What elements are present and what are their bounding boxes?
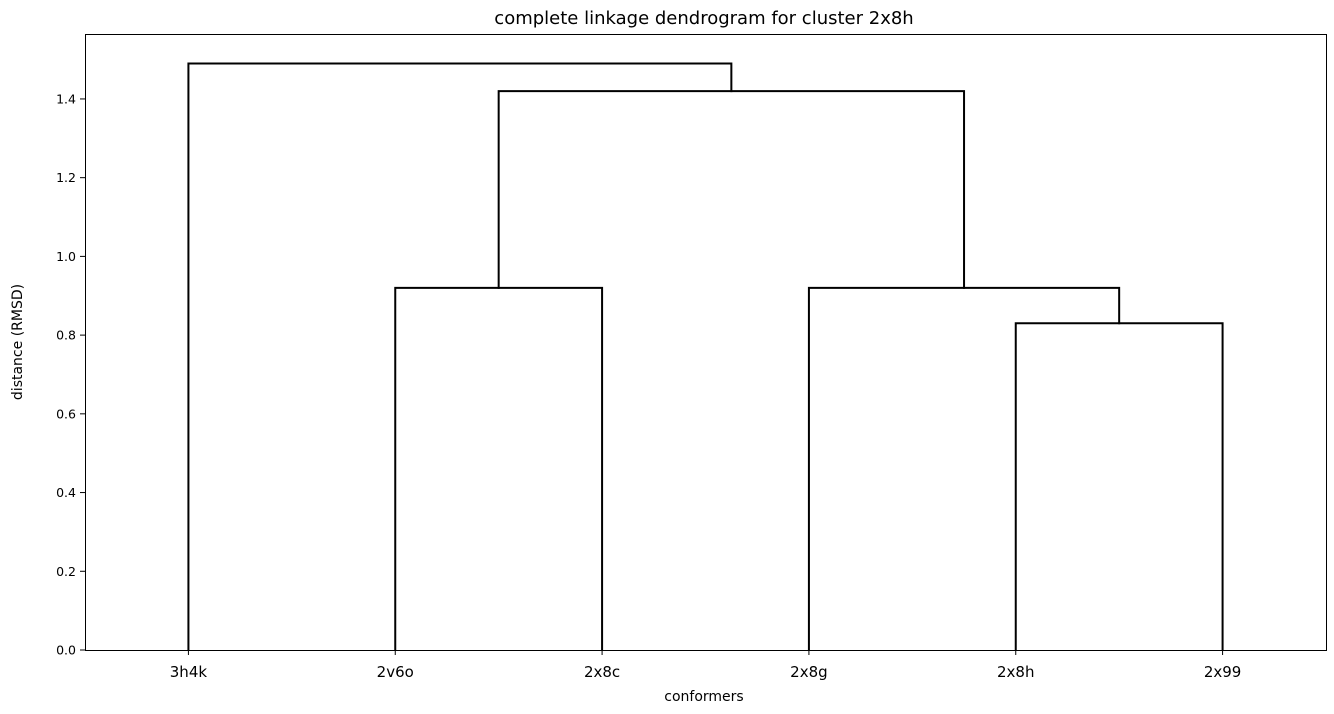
y-tick-label: 1.2 xyxy=(56,170,76,185)
leaf-label-2x8h: 2x8h xyxy=(997,663,1034,681)
chart-title: complete linkage dendrogram for cluster … xyxy=(494,8,913,29)
leaf-label-2x8g: 2x8g xyxy=(790,663,828,681)
y-tick-label: 0.8 xyxy=(56,328,76,343)
dendrogram-links xyxy=(187,62,1224,651)
y-axis: 0.0 0.2 0.4 0.6 0.8 1.0 1.2 1.4 xyxy=(56,91,85,658)
y-tick-label: 1.0 xyxy=(56,249,76,264)
y-tick-label: 0.4 xyxy=(56,485,76,500)
leaf-label-2x99: 2x99 xyxy=(1204,663,1242,681)
y-tick-label: 0.2 xyxy=(56,564,76,579)
leaf-label-3h4k: 3h4k xyxy=(170,663,208,681)
merge-link-5 xyxy=(187,62,733,651)
y-tick-label: 0.6 xyxy=(56,406,76,421)
y-tick-label: 0.0 xyxy=(56,643,76,658)
plot-area xyxy=(85,34,1327,651)
leaf-label-2x8c: 2x8c xyxy=(584,663,620,681)
x-axis: 3h4k 2v6o 2x8c 2x8g 2x8h 2x99 xyxy=(170,650,1242,681)
leaf-label-2v6o: 2v6o xyxy=(377,663,414,681)
y-tick-label: 1.4 xyxy=(56,91,76,106)
x-axis-label: conformers xyxy=(664,689,743,705)
y-axis-label: distance (RMSD) xyxy=(10,284,26,400)
